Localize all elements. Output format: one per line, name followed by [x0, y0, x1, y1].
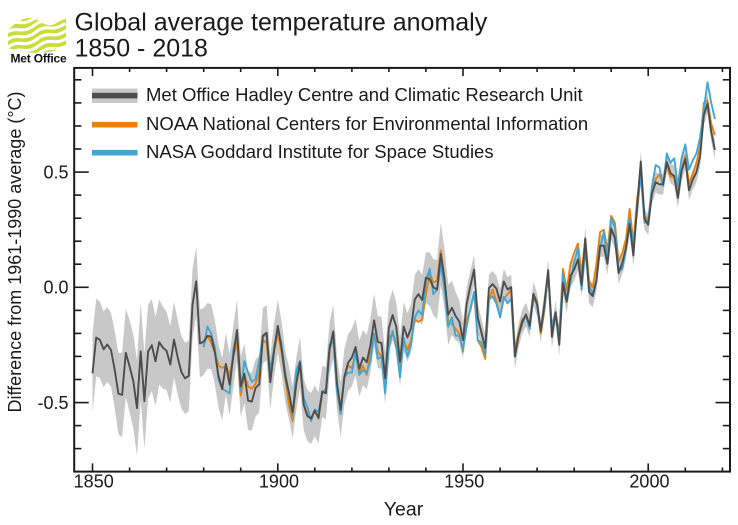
- svg-text:Global average temperature ano: Global average temperature anomaly: [75, 9, 488, 37]
- svg-text:Met Office Hadley Centre and C: Met Office Hadley Centre and Climatic Re…: [146, 84, 583, 105]
- svg-text:1850 - 2018: 1850 - 2018: [75, 35, 208, 63]
- svg-text:0.0: 0.0: [43, 278, 68, 298]
- svg-text:Difference from 1961-1990 aver: Difference from 1961-1990 average (°C): [5, 91, 25, 412]
- svg-text:-0.5: -0.5: [37, 393, 68, 413]
- svg-text:0.5: 0.5: [43, 162, 68, 182]
- svg-text:Met Office: Met Office: [11, 52, 68, 66]
- svg-text:NOAA National Centers for Envi: NOAA National Centers for Environmental …: [146, 113, 588, 134]
- svg-text:2000: 2000: [629, 471, 669, 491]
- svg-text:Year: Year: [384, 499, 424, 521]
- svg-text:1900: 1900: [259, 471, 299, 491]
- svg-text:1950: 1950: [444, 471, 484, 491]
- svg-text:NASA Goddard Institute for Spa: NASA Goddard Institute for Space Studies: [146, 141, 494, 162]
- svg-text:1850: 1850: [74, 471, 114, 491]
